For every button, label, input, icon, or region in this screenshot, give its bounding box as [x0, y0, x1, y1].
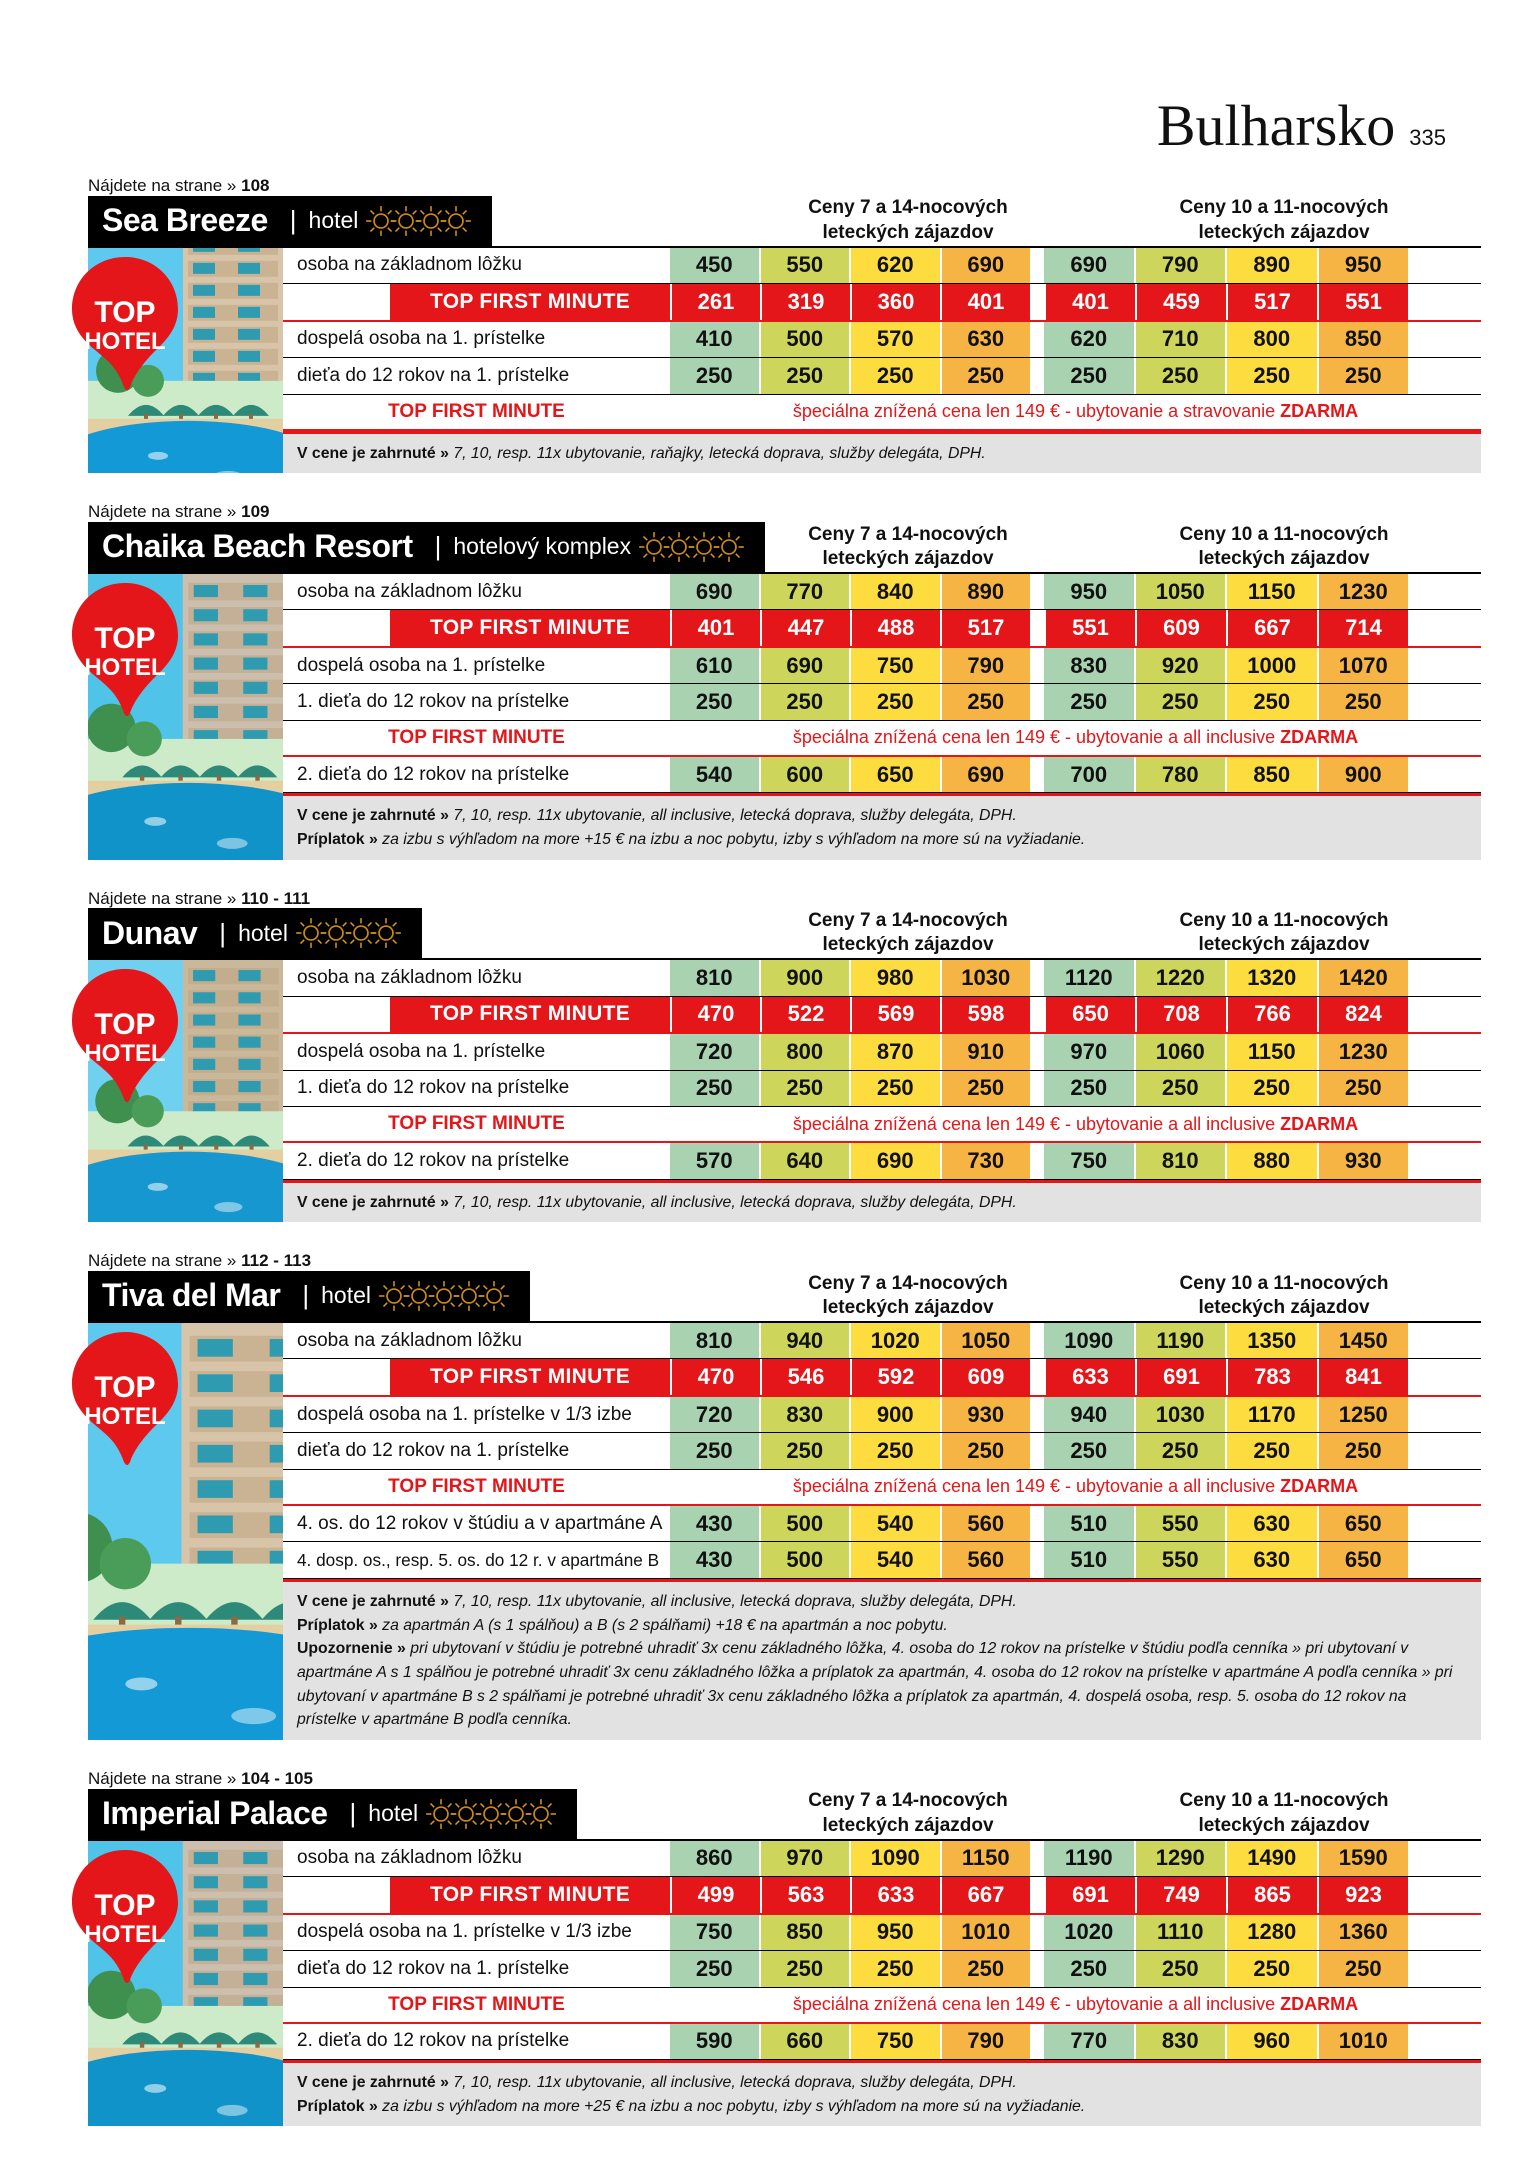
- svg-text:TOP: TOP: [94, 1889, 155, 1922]
- svg-text:TOP: TOP: [94, 622, 155, 655]
- svg-text:TOP: TOP: [94, 296, 155, 329]
- svg-text:HOTEL: HOTEL: [84, 654, 165, 681]
- svg-text:TOP: TOP: [94, 1371, 155, 1404]
- svg-text:HOTEL: HOTEL: [84, 1921, 165, 1948]
- svg-text:HOTEL: HOTEL: [84, 328, 165, 355]
- svg-text:HOTEL: HOTEL: [84, 1403, 165, 1430]
- svg-text:TOP: TOP: [94, 1008, 155, 1041]
- svg-text:HOTEL: HOTEL: [84, 1040, 165, 1067]
